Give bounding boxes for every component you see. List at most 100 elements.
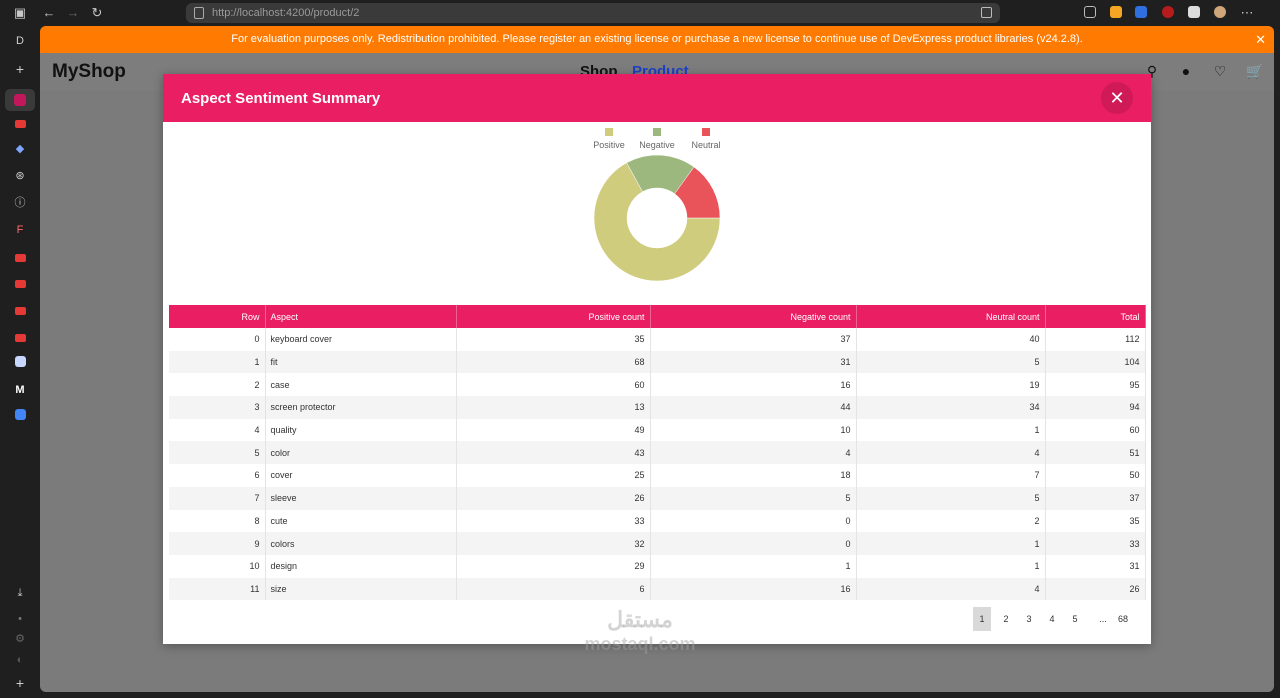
extension-icon[interactable] <box>1110 6 1122 18</box>
table-cell: 4 <box>650 441 857 465</box>
reload-icon[interactable]: ↻ <box>91 5 103 20</box>
back-icon[interactable]: ← <box>42 5 56 20</box>
table-cell: 60 <box>456 373 651 397</box>
medium-icon[interactable]: M <box>15 384 25 396</box>
profile-avatar-icon[interactable] <box>1214 6 1226 18</box>
table-cell: 6 <box>169 464 266 487</box>
legend-swatch <box>605 128 613 136</box>
table-row[interactable]: 2 case 60 16 19 95 <box>169 373 1146 397</box>
legend-item-positive[interactable]: Positive <box>579 128 639 150</box>
pagination-page[interactable]: 5 <box>1072 614 1078 624</box>
close-dialog-button[interactable]: ✕ <box>1101 82 1133 114</box>
aspect-table: Row Aspect Positive count Negative count… <box>169 305 1146 601</box>
column-header-neutral[interactable]: Neutral count <box>856 305 1046 328</box>
table-cell: 37 <box>1045 486 1146 510</box>
settings-icon[interactable]: ⚙ <box>15 633 25 645</box>
column-header-row[interactable]: Row <box>169 305 266 328</box>
license-notice-text: For evaluation purposes only. Redistribu… <box>231 33 1083 45</box>
sidebar-toggle-icon[interactable]: ▣ <box>13 5 27 20</box>
youtube-icon[interactable] <box>15 307 26 315</box>
sentiment-donut-chart <box>593 154 721 282</box>
table-cell: 60 <box>1045 418 1146 442</box>
favorites-icon[interactable]: ♡ <box>1213 63 1227 79</box>
table-cell: 37 <box>650 328 857 351</box>
cart-icon[interactable]: 🛒 <box>1246 63 1264 79</box>
history-icon[interactable]: ◐ <box>16 654 24 666</box>
table-cell: 3 <box>169 396 266 419</box>
extension-icon[interactable] <box>1188 6 1200 18</box>
table-row[interactable]: 5 color 43 4 4 51 <box>169 441 1146 465</box>
docs-icon[interactable] <box>15 356 26 367</box>
table-cell: quality <box>265 418 457 442</box>
pagination-page[interactable]: 1 <box>973 607 991 631</box>
url-text: http://localhost:4200/product/2 <box>212 7 360 19</box>
forward-icon[interactable]: → <box>66 5 80 20</box>
account-icon[interactable]: ● <box>1181 63 1191 79</box>
ublock-icon[interactable] <box>1162 6 1174 18</box>
column-header-aspect[interactable]: Aspect <box>265 305 457 328</box>
table-cell: sleeve <box>265 486 457 510</box>
aspect-sentiment-dialog: Aspect Sentiment Summary ✕ Positive Nega… <box>163 74 1151 644</box>
extension-icon[interactable]: ◆ <box>15 143 25 155</box>
add-icon[interactable]: + <box>15 61 25 77</box>
donut-slice-neutral[interactable] <box>674 166 721 219</box>
youtube-icon[interactable] <box>15 120 26 128</box>
info-icon[interactable]: ⓘ <box>14 197 26 209</box>
youtube-icon[interactable] <box>15 254 26 262</box>
table-row[interactable]: 0 keyboard cover 35 37 40 112 <box>169 328 1146 351</box>
table-row[interactable]: 1 fit 68 31 5 104 <box>169 350 1146 374</box>
column-header-positive[interactable]: Positive count <box>456 305 651 328</box>
table-row[interactable]: 3 screen protector 13 44 34 94 <box>169 396 1146 419</box>
table-cell: 40 <box>856 328 1046 351</box>
legend-item-negative[interactable]: Negative <box>627 128 687 150</box>
table-cell: 0 <box>650 509 857 533</box>
figma-icon[interactable]: F <box>16 224 24 236</box>
table-cell: 68 <box>456 350 651 374</box>
chart-legend: Positive Negative Neutral <box>163 128 1151 152</box>
watermark-arabic: مستقل <box>607 607 673 632</box>
pagination-page[interactable]: 3 <box>1026 614 1032 624</box>
table-row[interactable]: 6 cover 25 18 7 50 <box>169 464 1146 487</box>
table-cell: 16 <box>650 577 857 601</box>
extension-shield-icon[interactable] <box>1135 6 1147 18</box>
pagination-page[interactable]: 2 <box>1003 614 1009 624</box>
menu-icon[interactable]: ⋯ <box>1240 5 1254 20</box>
table-row[interactable]: 7 sleeve 26 5 5 37 <box>169 486 1146 510</box>
reader-mode-icon[interactable] <box>981 7 992 18</box>
table-row[interactable]: 4 quality 49 10 1 60 <box>169 418 1146 442</box>
table-row[interactable]: 9 colors 32 0 1 33 <box>169 532 1146 555</box>
table-cell: cover <box>265 464 457 487</box>
table-cell: 49 <box>456 418 651 442</box>
translate-icon[interactable] <box>15 409 26 420</box>
extension-puzzle-icon[interactable] <box>1084 6 1096 18</box>
dialog-header: Aspect Sentiment Summary ✕ <box>163 74 1151 122</box>
table-cell: 35 <box>456 328 651 351</box>
table-cell: 0 <box>650 532 857 555</box>
address-bar[interactable]: http://localhost:4200/product/2 <box>186 3 1000 23</box>
donut-slice-positive[interactable] <box>593 162 721 282</box>
legend-swatch <box>653 128 661 136</box>
table-row[interactable]: 8 cute 33 0 2 35 <box>169 509 1146 533</box>
download-icon[interactable]: ⤓ <box>17 587 23 599</box>
close-notice-icon[interactable]: ✕ <box>1255 32 1266 47</box>
table-cell: 5 <box>650 486 857 510</box>
column-header-negative[interactable]: Negative count <box>650 305 857 328</box>
sidebar-d-icon[interactable]: D <box>16 35 24 47</box>
watermark-latin: mostaql.com <box>584 634 696 654</box>
table-cell: 10 <box>650 418 857 442</box>
search-icon[interactable]: ⚲ <box>1146 63 1158 79</box>
table-row[interactable]: 11 size 6 16 4 26 <box>169 577 1146 601</box>
youtube-icon[interactable] <box>15 280 26 288</box>
brand-logo[interactable]: MyShop <box>52 61 126 82</box>
column-header-total[interactable]: Total <box>1045 305 1146 328</box>
pagination-page[interactable]: 68 <box>1117 614 1128 624</box>
legend-label: Negative <box>639 140 675 150</box>
table-cell: 112 <box>1045 328 1146 351</box>
add-panel-icon[interactable]: + <box>15 675 25 691</box>
openai-icon[interactable]: ⊛ <box>15 170 25 182</box>
sidebar-item-active[interactable] <box>5 89 35 111</box>
legend-item-neutral[interactable]: Neutral <box>676 128 736 150</box>
youtube-icon[interactable] <box>15 334 26 342</box>
pagination-page[interactable]: 4 <box>1049 614 1055 624</box>
table-row[interactable]: 10 design 29 1 1 31 <box>169 554 1146 578</box>
